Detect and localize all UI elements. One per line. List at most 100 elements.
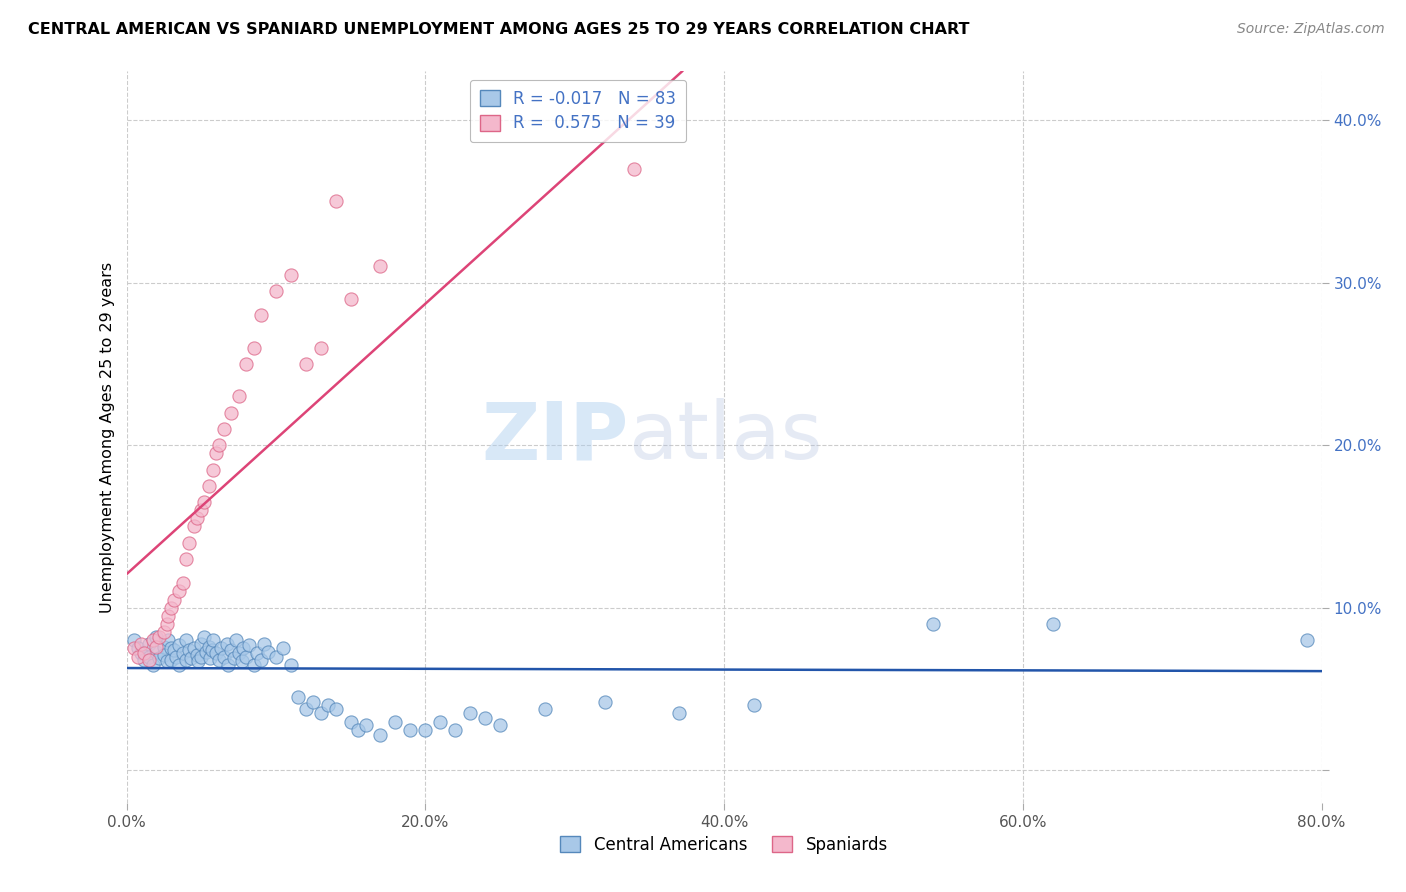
Point xyxy=(122,633,145,648)
Point xyxy=(148,651,170,665)
Point xyxy=(172,646,194,660)
Point xyxy=(167,584,190,599)
Point xyxy=(458,706,481,721)
Y-axis label: Unemployment Among Ages 25 to 29 years: Unemployment Among Ages 25 to 29 years xyxy=(100,261,115,613)
Point xyxy=(325,701,347,715)
Point xyxy=(138,649,160,664)
Point xyxy=(231,654,253,668)
Legend: Central Americans, Spaniards: Central Americans, Spaniards xyxy=(554,829,894,860)
Point xyxy=(127,649,149,664)
Point xyxy=(232,641,254,656)
Point xyxy=(202,633,225,648)
Point xyxy=(253,636,276,650)
Point xyxy=(228,389,250,403)
Point xyxy=(273,641,295,656)
Point xyxy=(190,503,212,517)
Point xyxy=(922,617,945,632)
Point xyxy=(183,519,205,533)
Point xyxy=(157,608,180,623)
Point xyxy=(429,714,451,729)
Point xyxy=(217,657,239,672)
Point xyxy=(287,690,309,705)
Point xyxy=(134,653,156,667)
Point xyxy=(489,718,512,732)
Point xyxy=(339,714,361,729)
Point xyxy=(399,723,422,737)
Point xyxy=(1295,633,1317,648)
Point xyxy=(193,630,215,644)
Point xyxy=(354,718,377,732)
Point xyxy=(167,657,190,672)
Point xyxy=(163,643,186,657)
Point xyxy=(623,161,645,176)
Point xyxy=(156,654,179,668)
Point xyxy=(280,657,302,672)
Point xyxy=(309,341,332,355)
Point xyxy=(201,643,224,657)
Point xyxy=(208,438,231,452)
Point xyxy=(160,653,183,667)
Point xyxy=(415,723,437,737)
Point xyxy=(534,701,557,715)
Text: ZIP: ZIP xyxy=(481,398,628,476)
Point xyxy=(235,649,257,664)
Text: CENTRAL AMERICAN VS SPANIARD UNEMPLOYMENT AMONG AGES 25 TO 29 YEARS CORRELATION : CENTRAL AMERICAN VS SPANIARD UNEMPLOYMEN… xyxy=(28,22,970,37)
Point xyxy=(153,625,176,640)
Point xyxy=(156,617,179,632)
Point xyxy=(186,511,208,525)
Point xyxy=(183,641,205,656)
Point xyxy=(186,648,208,662)
Point xyxy=(742,698,765,713)
Point xyxy=(153,640,176,654)
Point xyxy=(294,701,316,715)
Point xyxy=(215,636,238,650)
Point xyxy=(148,630,170,644)
Point xyxy=(165,649,187,664)
Point xyxy=(228,646,250,660)
Point xyxy=(127,641,149,656)
Point xyxy=(205,646,228,660)
Point xyxy=(257,645,280,659)
Point xyxy=(1042,617,1064,632)
Point xyxy=(339,292,361,306)
Text: Source: ZipAtlas.com: Source: ZipAtlas.com xyxy=(1237,22,1385,37)
Point xyxy=(225,633,247,648)
Point xyxy=(250,308,273,322)
Point xyxy=(138,636,160,650)
Point xyxy=(325,194,347,209)
Point xyxy=(138,653,160,667)
Point xyxy=(200,651,222,665)
Point xyxy=(197,640,219,654)
Point xyxy=(205,446,228,460)
Point xyxy=(668,706,690,721)
Point xyxy=(134,646,156,660)
Point xyxy=(245,646,267,660)
Point xyxy=(142,657,165,672)
Point xyxy=(131,646,153,660)
Point xyxy=(212,422,235,436)
Point xyxy=(250,653,273,667)
Point xyxy=(280,268,302,282)
Point xyxy=(187,654,209,668)
Point xyxy=(235,357,257,371)
Point xyxy=(370,260,392,274)
Point xyxy=(264,284,287,298)
Point xyxy=(190,636,212,650)
Point xyxy=(370,727,392,741)
Point xyxy=(444,723,467,737)
Point xyxy=(197,479,219,493)
Point xyxy=(209,641,232,656)
Point xyxy=(131,636,153,650)
Point xyxy=(193,495,215,509)
Point xyxy=(190,649,212,664)
Point xyxy=(302,695,325,709)
Point xyxy=(157,633,180,648)
Text: atlas: atlas xyxy=(628,398,823,476)
Point xyxy=(174,552,197,566)
Point xyxy=(384,714,406,729)
Point xyxy=(202,462,225,476)
Point xyxy=(160,600,183,615)
Point xyxy=(122,641,145,656)
Point xyxy=(153,648,176,662)
Point xyxy=(208,653,231,667)
